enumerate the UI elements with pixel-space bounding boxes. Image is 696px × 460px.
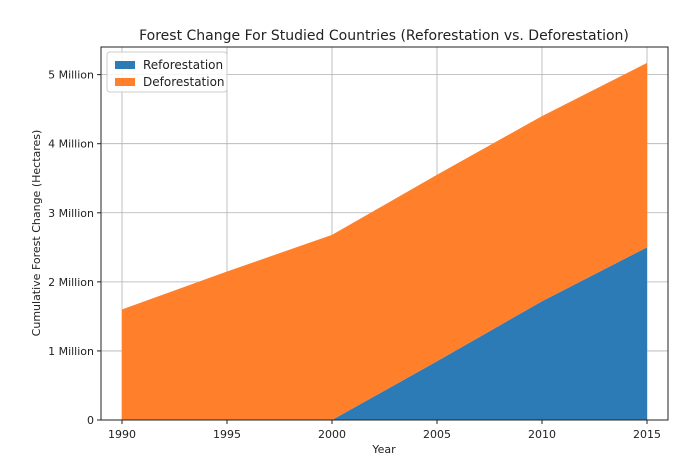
area-reforestation [122,247,647,420]
y-axis-ticks: 0 1 Million 2 Million 3 Million 4 Million 5 M… [48,69,101,427]
y-tick-label-2: 2 Million [48,276,94,289]
legend-box [106,51,228,93]
y-tick-label-4: 4 Million [48,138,94,151]
legend-label-reforestation: Reforestation [143,58,223,72]
legend-swatch-deforestation [115,78,135,86]
y-tick-label-1: 1 Million [48,345,94,358]
legend: Reforestation Deforestation [106,51,228,93]
y-tick-label-0: 0 [87,414,94,427]
x-tick-label-5: 2015 [633,428,661,441]
y-tick-label-3: 3 Million [48,207,94,220]
plot-frame [100,46,669,421]
legend-swatch-reforestation [115,61,135,69]
x-tick-label-3: 2005 [423,428,451,441]
x-tick-label-0: 1990 [108,428,136,441]
x-tick-label-2: 2000 [318,428,346,441]
x-axis-ticks: 1990 1995 2000 2005 2010 2015 [108,420,661,441]
y-tick-label-5: 5 Million [48,69,94,82]
area-deforestation [122,62,647,421]
x-tick-label-4: 2010 [528,428,556,441]
area-series [122,62,647,421]
x-tick-label-1: 1995 [213,428,241,441]
legend-label-deforestation: Deforestation [143,75,225,89]
y-axis-label: Cumulative Forest Change (Hectares) [30,130,43,337]
chart-title: Forest Change For Studied Countries (Ref… [139,28,629,44]
x-axis-label: Year [371,443,396,456]
